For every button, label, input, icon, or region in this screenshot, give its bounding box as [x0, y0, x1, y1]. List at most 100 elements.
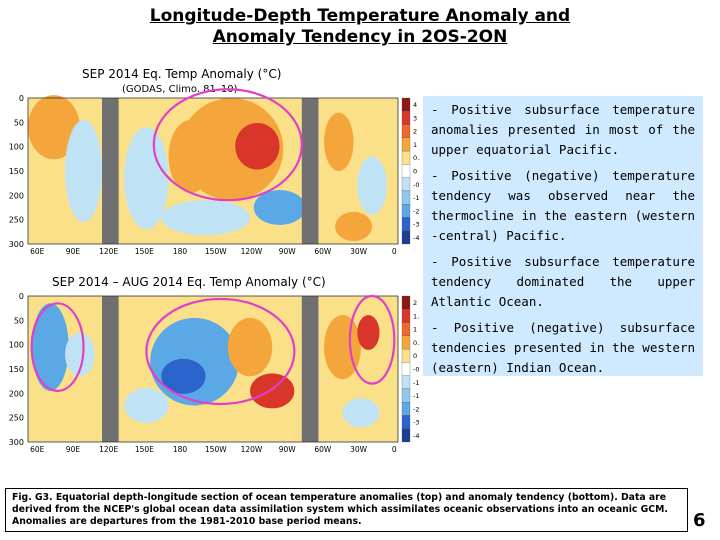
colorbar-tick-label: 1: [413, 326, 417, 334]
temp-anomaly-chart: SEP 2014 Eq. Temp Anomaly (°C) (GODAS, C…: [9, 67, 420, 256]
colorbar-swatch: [401, 309, 411, 323]
land-mask: [102, 98, 119, 244]
anomaly-region: [124, 127, 169, 230]
y-tick-label: 0: [19, 292, 24, 301]
note-item: - Positive subsurface temperature tenden…: [431, 254, 695, 309]
colorbar-tick-label: -4: [413, 432, 419, 440]
anomaly-region: [357, 314, 380, 351]
tendency-chart: SEP 2014 – AUG 2014 Eq. Temp Anomaly (°C…: [9, 275, 420, 454]
chart-subtitle: (GODAS, Climo. 81–10): [122, 84, 238, 95]
colorbar-tick-label: -2: [413, 207, 419, 215]
heatmap-plot: [27, 294, 399, 443]
colorbar-swatch: [401, 111, 411, 125]
colorbar-tick-label: 0.5: [413, 154, 420, 162]
x-tick-label: 60E: [30, 445, 45, 454]
highlight-circle: [348, 294, 396, 385]
y-tick-label: 250: [9, 414, 24, 423]
highlight-circle: [152, 88, 303, 202]
x-tick-label: 0: [392, 445, 397, 454]
y-tick-label: 300: [9, 240, 24, 249]
x-axis: 60E 90E 120E 150E 180 150W 120W 90W 60W 30W 0: [30, 445, 397, 454]
anomaly-region: [253, 189, 306, 226]
colorbar: 4 3 2 1 0.5 0 -0.5 -1 -2 -3 -4: [401, 97, 420, 245]
x-tick-label: 180: [173, 247, 188, 256]
colorbar-tick-label: -3: [413, 419, 419, 427]
colorbar-swatch: [401, 190, 411, 205]
y-axis: 0 50 100 150 200 250 300: [9, 94, 24, 249]
colorbar-tick-label: 0.5: [413, 339, 420, 347]
y-tick-label: 100: [9, 143, 24, 152]
anomaly-region: [28, 95, 80, 160]
anomaly-region: [161, 358, 206, 394]
colorbar-tick-label: 3: [413, 114, 417, 122]
y-tick-label: 50: [14, 316, 24, 325]
y-tick-label: 100: [9, 341, 24, 350]
colorbar-swatch: [401, 150, 411, 165]
colorbar-tick-label: -1: [413, 194, 419, 202]
y-tick-label: 200: [9, 191, 24, 200]
y-axis: 0 50 100 150 200 250 300: [9, 292, 24, 447]
plot-frame: [27, 295, 399, 443]
highlight-circle: [145, 297, 296, 406]
colorbar-swatch: [401, 415, 411, 429]
colorbar-swatch: [401, 428, 411, 443]
colorbar-swatch: [401, 124, 411, 138]
colorbar-tick-label: 0: [413, 352, 417, 360]
x-tick-label: 150E: [135, 445, 154, 454]
x-tick-label: 0: [392, 247, 397, 256]
colorbar-tick-label: 1: [413, 141, 417, 149]
anomaly-region: [161, 200, 251, 236]
colorbar-tick-label: -4: [413, 234, 419, 242]
x-tick-label: 30W: [350, 247, 368, 256]
y-tick-label: 250: [9, 216, 24, 225]
x-tick-label: 120W: [241, 445, 263, 454]
colorbar-tick-label: 2: [413, 299, 417, 307]
anomaly-region: [65, 119, 102, 223]
colorbar-swatch: [401, 402, 411, 416]
x-tick-label: 150W: [205, 445, 227, 454]
colorbar-swatch: [401, 348, 411, 363]
chart-title: SEP 2014 Eq. Temp Anomaly (°C): [82, 67, 281, 81]
colorbar-swatch: [401, 137, 411, 152]
x-tick-label: 90W: [279, 247, 297, 256]
x-tick-label: 90E: [66, 247, 81, 256]
land-mask: [102, 296, 119, 442]
x-tick-label: 120W: [241, 247, 263, 256]
x-axis: 60E 90E 120E 150E 180 150W 120W 90W 60W 30W 0: [30, 247, 397, 256]
x-tick-label: 60W: [314, 445, 332, 454]
colorbar-tick-label: -0.5: [413, 181, 420, 189]
y-tick-label: 150: [9, 167, 24, 176]
y-tick-label: 50: [14, 118, 24, 127]
heatmap-plot: [27, 88, 399, 245]
anomaly-region: [335, 211, 373, 242]
anomaly-region: [227, 317, 273, 377]
title-line-1: Longitude-Depth Temperature Anomaly and: [149, 6, 571, 26]
colorbar-swatch: [401, 388, 411, 403]
chart-title: SEP 2014 – AUG 2014 Eq. Temp Anomaly (°C…: [52, 275, 326, 289]
anomaly-region: [124, 387, 169, 424]
x-tick-label: 120E: [99, 247, 118, 256]
note-item: - Positive subsurface temperature anomal…: [431, 102, 695, 157]
x-tick-label: 120E: [99, 445, 118, 454]
figure-caption: Fig. G3. Equatorial depth-longitude sect…: [5, 488, 688, 532]
colorbar-tick-label: -1: [413, 379, 419, 387]
colorbar-swatch: [401, 375, 411, 390]
colorbar-swatch: [401, 177, 411, 192]
colorbar-swatch: [401, 362, 411, 376]
anomaly-region: [324, 112, 354, 171]
plot-frame: [27, 97, 399, 245]
colorbar: 2 1.5 1 0.5 0 -0.5 -1 -1.5 -2 -3 -4: [401, 295, 420, 443]
colorbar-swatch: [401, 295, 411, 310]
anomaly-region: [324, 314, 361, 380]
y-tick-label: 0: [19, 94, 24, 103]
anomaly-region: [342, 398, 380, 428]
land-mask: [301, 98, 319, 244]
colorbar-tick-label: -2: [413, 405, 419, 413]
colorbar-tick-label: -1.5: [413, 392, 420, 400]
colorbar-tick-label: 4: [413, 101, 417, 109]
colorbar-swatch: [401, 204, 411, 218]
x-tick-label: 90W: [279, 445, 297, 454]
anomaly-region: [235, 122, 280, 170]
highlight-circle: [30, 302, 85, 392]
colorbar-tick-label: 0: [413, 168, 417, 176]
